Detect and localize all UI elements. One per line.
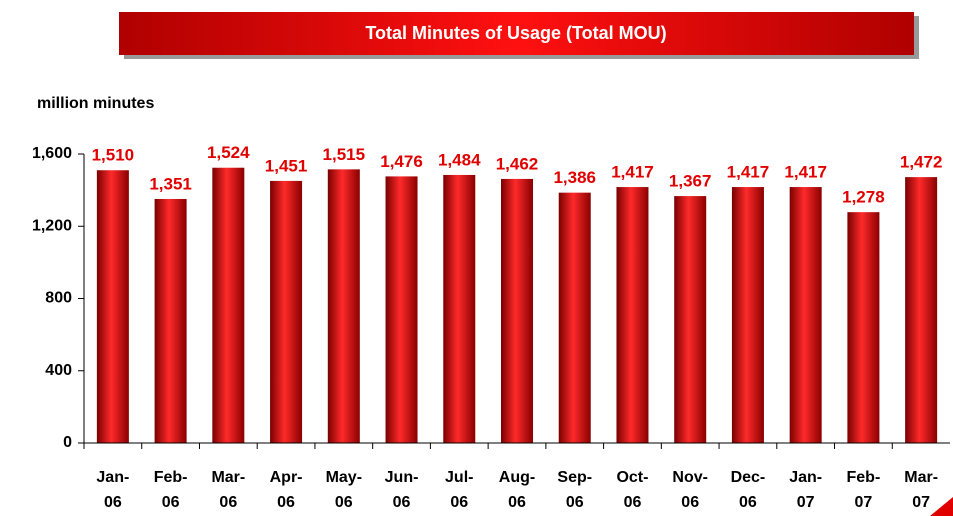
x-tick-label: Jun-06 <box>385 469 419 511</box>
y-tick-label: 1,200 <box>32 217 72 234</box>
y-tick-label: 1,600 <box>32 145 72 162</box>
bar <box>96 170 129 443</box>
value-label: 1,476 <box>380 152 423 171</box>
bar <box>501 178 533 443</box>
bar <box>674 196 707 443</box>
value-label: 1,451 <box>265 156 308 175</box>
x-tick-label: Mar-06 <box>211 469 245 511</box>
chart-title: Total Minutes of Usage (Total MOU) <box>365 23 666 43</box>
bar <box>327 169 360 443</box>
x-tick-label: Aug-06 <box>499 469 535 511</box>
x-tick-label: Apr-06 <box>270 469 303 511</box>
y-tick-label: 0 <box>63 434 72 451</box>
value-label: 1,351 <box>149 174 192 193</box>
bar <box>905 177 938 443</box>
y-tick-label: 800 <box>45 290 72 307</box>
bar <box>847 212 880 443</box>
value-label: 1,367 <box>669 172 712 191</box>
bar <box>212 167 245 444</box>
x-tick-label: Mar-07 <box>904 469 938 511</box>
corner-decoration <box>930 497 953 516</box>
value-label: 1,515 <box>323 145 366 164</box>
x-tick-label: Nov-06 <box>672 469 708 511</box>
value-label: 1,386 <box>553 168 596 187</box>
bar <box>558 192 591 443</box>
value-label: 1,278 <box>842 188 885 207</box>
x-tick-label: May-06 <box>326 469 362 511</box>
y-axis-label: million minutes <box>37 95 154 112</box>
bar <box>385 176 418 443</box>
x-tick-label: Feb-07 <box>847 469 881 511</box>
x-tick-label: Feb-06 <box>154 469 188 511</box>
x-tick-label: Sep-06 <box>557 469 592 511</box>
bar <box>270 180 303 443</box>
value-label: 1,510 <box>92 146 135 165</box>
value-label: 1,417 <box>611 163 654 182</box>
x-tick-label: Jan-07 <box>789 469 822 511</box>
title-box <box>119 12 914 55</box>
value-label: 1,417 <box>727 163 770 182</box>
bar <box>616 187 649 443</box>
bar <box>154 198 187 443</box>
x-tick-label: Oct-06 <box>616 469 648 511</box>
y-tick-label: 400 <box>45 362 72 379</box>
x-tick-label: Jul-06 <box>445 469 473 511</box>
value-label: 1,472 <box>900 153 943 172</box>
value-label: 1,417 <box>784 163 827 182</box>
value-label: 1,524 <box>207 143 250 162</box>
x-tick-label: Dec-06 <box>731 469 766 511</box>
bar <box>789 187 822 443</box>
x-tick-label: Jan-06 <box>96 469 129 511</box>
bar <box>731 187 764 443</box>
value-label: 1,484 <box>438 150 481 169</box>
value-label: 1,462 <box>496 154 539 173</box>
bar <box>443 174 476 443</box>
